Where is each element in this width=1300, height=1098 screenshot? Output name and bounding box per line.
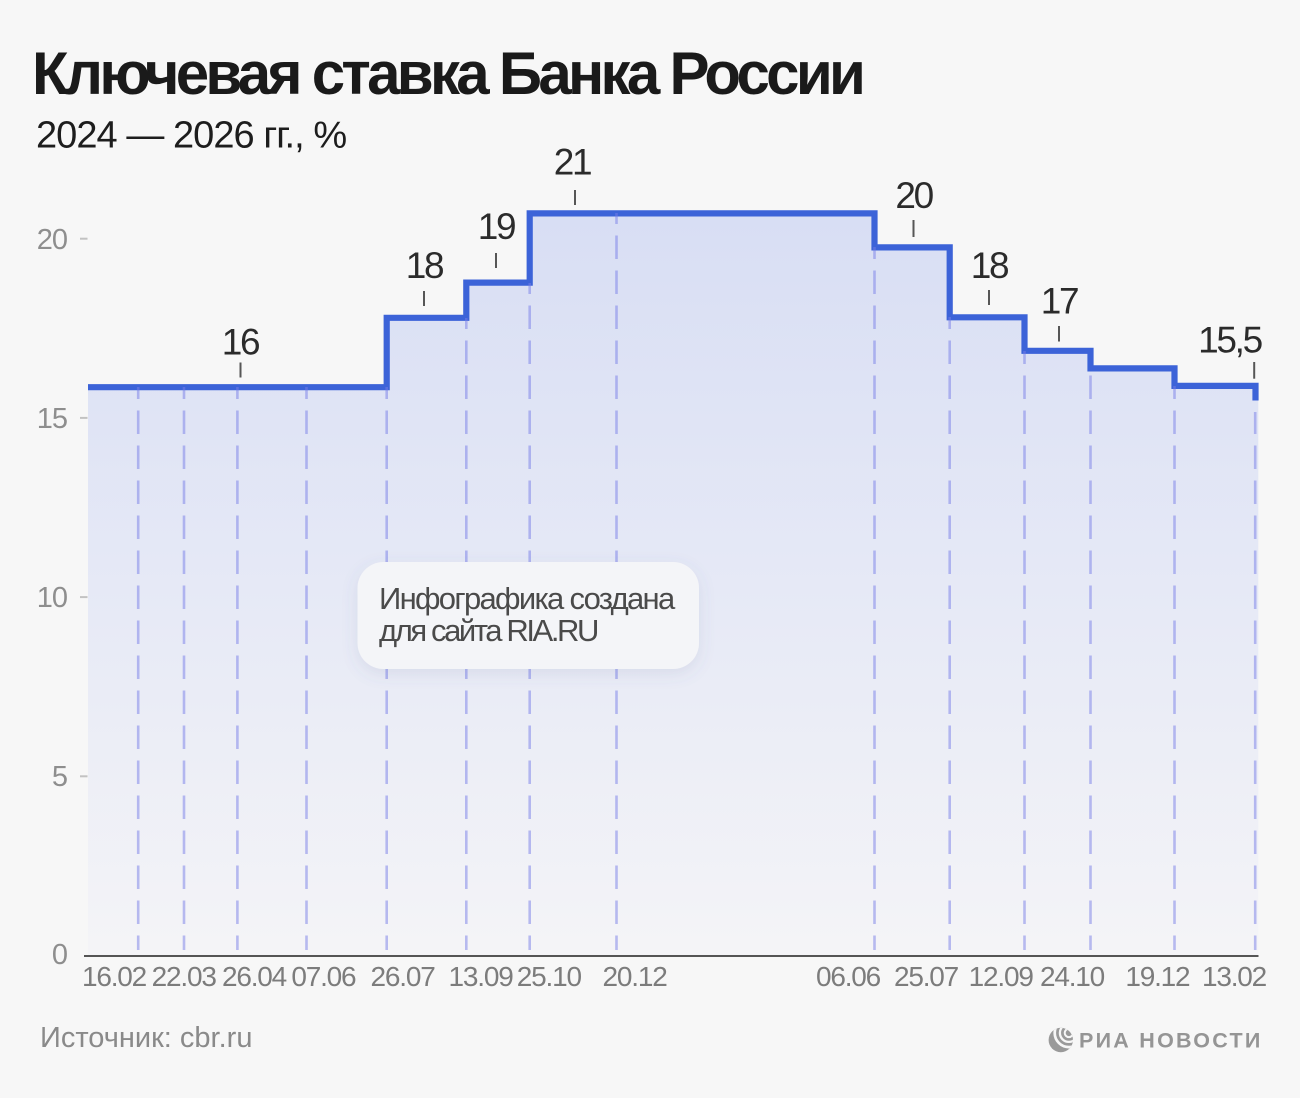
svg-text:15: 15: [37, 403, 67, 435]
svg-text:Ключевая ставка Банка России: Ключевая ставка Банка России: [32, 40, 862, 107]
svg-text:25.07: 25.07: [894, 961, 959, 992]
svg-text:13.09: 13.09: [449, 961, 514, 992]
svg-text:26.04: 26.04: [222, 961, 287, 992]
svg-text:20: 20: [37, 224, 67, 256]
svg-text:16.02: 16.02: [82, 961, 147, 992]
svg-text:для сайта RIA.RU: для сайта RIA.RU: [379, 613, 597, 648]
svg-text:06.06: 06.06: [816, 961, 881, 992]
svg-text:0: 0: [52, 939, 67, 971]
svg-text:18: 18: [971, 245, 1008, 286]
svg-text:17: 17: [1041, 281, 1078, 322]
svg-text:Источник: cbr.ru: Источник: cbr.ru: [40, 1022, 252, 1054]
svg-text:12.09: 12.09: [969, 961, 1034, 992]
svg-text:10: 10: [37, 582, 67, 614]
svg-text:РИА НОВОСТИ: РИА НОВОСТИ: [1079, 1029, 1263, 1053]
svg-text:07.06: 07.06: [291, 961, 356, 992]
svg-text:13.02: 13.02: [1202, 961, 1267, 992]
svg-text:20.12: 20.12: [603, 961, 668, 992]
svg-text:21: 21: [554, 142, 591, 183]
svg-text:19.12: 19.12: [1125, 961, 1190, 992]
svg-text:24.10: 24.10: [1040, 961, 1105, 992]
svg-text:25.10: 25.10: [517, 961, 582, 992]
svg-text:26.07: 26.07: [371, 961, 436, 992]
svg-text:19: 19: [478, 206, 515, 247]
svg-text:20: 20: [895, 175, 933, 216]
svg-text:16: 16: [222, 322, 259, 363]
svg-text:5: 5: [52, 761, 67, 793]
svg-text:15,5: 15,5: [1198, 320, 1263, 361]
svg-text:Инфографика создана: Инфографика создана: [379, 581, 676, 616]
svg-text:2024 — 2026 гг., %: 2024 — 2026 гг., %: [36, 115, 346, 157]
svg-text:22.03: 22.03: [152, 961, 217, 992]
svg-text:18: 18: [406, 245, 443, 286]
